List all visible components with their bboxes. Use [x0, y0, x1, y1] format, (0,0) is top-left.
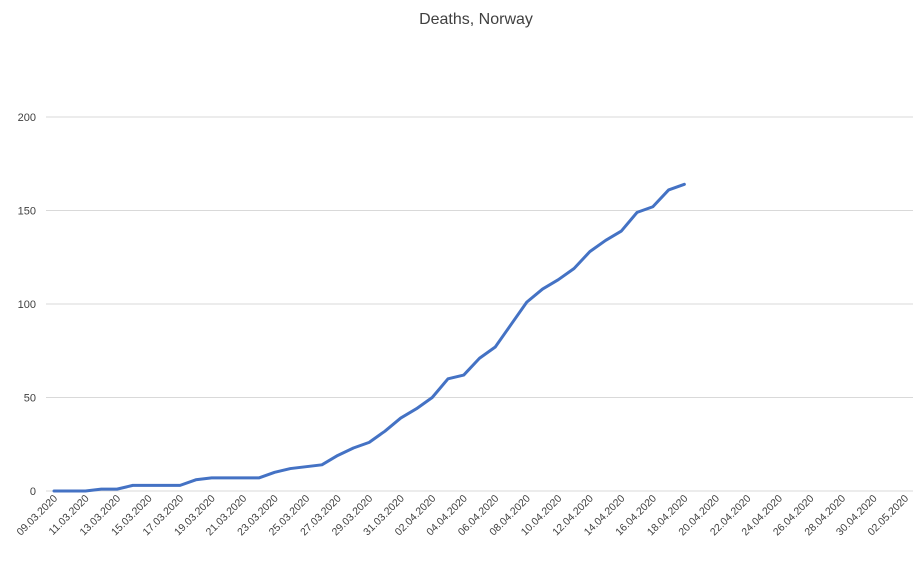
gridlines: [46, 116, 913, 492]
x-axis-tick-labels: 09.03.202011.03.202013.03.202015.03.2020…: [14, 493, 911, 539]
y-axis-tick-labels: 0 50 100 150 200: [18, 112, 36, 498]
series-layer: [52, 182, 686, 493]
y-tick-label: 100: [18, 299, 36, 311]
y-tick-label: 150: [18, 206, 36, 218]
y-tick-label: 200: [18, 112, 36, 124]
y-tick-label: 0: [30, 486, 36, 498]
series-line: [52, 182, 686, 493]
chart-title: Deaths, Norway: [419, 11, 533, 28]
y-tick-label: 50: [24, 393, 36, 405]
